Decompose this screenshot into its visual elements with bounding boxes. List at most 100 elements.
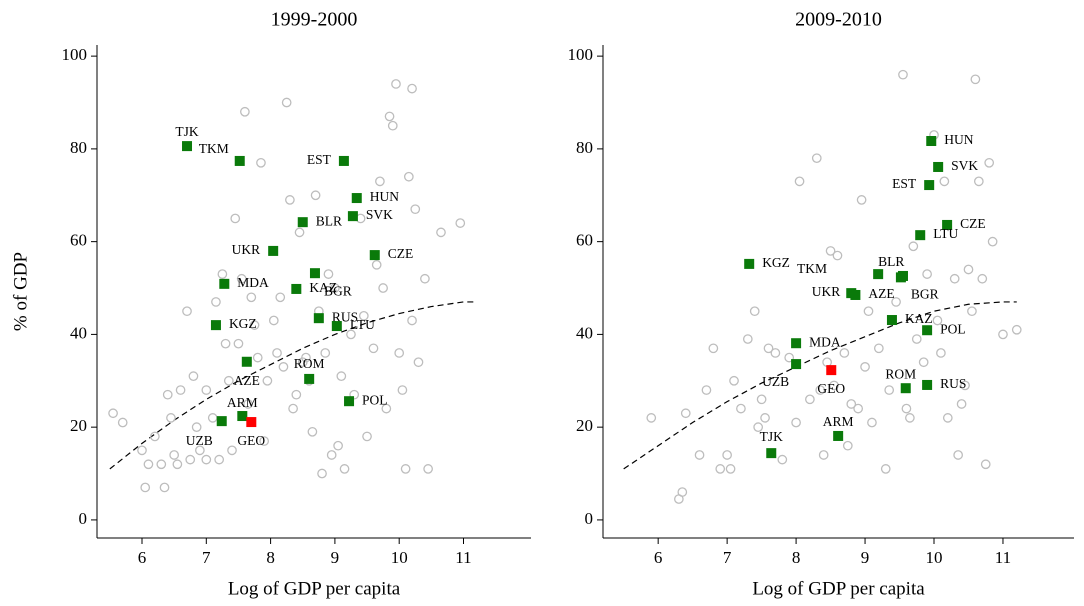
point (760, 413, 770, 423)
x-axis-label: Log of GDP per capita (752, 578, 925, 599)
point-label: HUN (944, 132, 973, 147)
point (867, 417, 877, 428)
point (214, 454, 225, 465)
point (839, 348, 850, 358)
point-label: UKR (812, 284, 841, 299)
point (307, 426, 318, 437)
point-label: AZE (234, 373, 260, 388)
highlight-point (933, 161, 944, 172)
point (770, 348, 781, 358)
point (694, 450, 705, 460)
x-tick-label: 8 (266, 548, 275, 567)
point (249, 320, 260, 330)
y-tick-label: 40 (70, 323, 87, 342)
point (182, 306, 192, 317)
point (330, 283, 340, 293)
point (185, 454, 196, 465)
highlight-point (237, 411, 248, 422)
point (407, 83, 417, 94)
x-tick-label: 7 (202, 548, 211, 567)
point (375, 176, 385, 187)
point-label: UZB (186, 433, 213, 448)
point (262, 375, 273, 386)
point (963, 264, 974, 275)
point (233, 338, 244, 349)
point (108, 408, 118, 419)
point (853, 403, 864, 414)
point (646, 413, 657, 423)
point (391, 79, 401, 89)
point (220, 338, 231, 349)
point (884, 385, 895, 395)
point (201, 454, 212, 465)
highlight-point (873, 269, 884, 280)
x-axis-label: Log of GDP per capita (228, 578, 401, 599)
point (384, 111, 395, 122)
highlight-point (338, 155, 349, 166)
point-label: MDA (237, 275, 269, 290)
highlight-point (309, 268, 320, 279)
y-tick-label: 100 (62, 45, 88, 64)
point (984, 157, 995, 168)
point (420, 273, 430, 284)
highlight-point (347, 211, 358, 222)
point (317, 468, 327, 479)
point (310, 190, 321, 201)
point-label: LTU (350, 317, 375, 332)
point (825, 246, 836, 256)
y-axis-label: % of GDP (10, 252, 31, 331)
point (381, 403, 392, 414)
y-tick-label: 0 (79, 509, 88, 528)
point (323, 269, 334, 279)
point (932, 315, 943, 326)
highlight-point (297, 217, 308, 228)
point (195, 445, 205, 456)
y-tick-label: 80 (70, 138, 87, 157)
point-label: UZB (762, 374, 789, 389)
x-tick-label: 6 (654, 548, 663, 567)
highlight-point (313, 313, 324, 324)
point (784, 352, 795, 363)
point (908, 241, 919, 252)
highlight-point (915, 230, 926, 241)
point (320, 348, 331, 358)
point (905, 413, 915, 423)
point (701, 385, 712, 395)
point (413, 357, 424, 368)
point (400, 464, 411, 474)
point (942, 413, 953, 423)
point (275, 292, 286, 303)
highlight-point (922, 379, 933, 390)
point (175, 385, 186, 395)
point (243, 399, 253, 409)
point (336, 371, 347, 381)
point (860, 362, 870, 372)
highlight-point (833, 430, 844, 441)
point (749, 306, 760, 317)
point (725, 464, 736, 474)
point-label: BLR (316, 213, 342, 228)
highlight-point (268, 245, 279, 256)
point (117, 417, 128, 428)
point (805, 394, 815, 405)
y-tick-label: 60 (70, 231, 87, 250)
point-label: EST (307, 152, 332, 167)
point (143, 459, 154, 470)
point (346, 329, 356, 340)
x-tick-label: 10 (926, 548, 943, 567)
point-label: TJK (760, 429, 784, 444)
point-label: ARM (227, 395, 258, 410)
y-tick-label: 20 (576, 416, 593, 435)
point (939, 176, 950, 187)
point (970, 74, 981, 85)
highlight-point (895, 272, 906, 283)
point-label: EST (892, 176, 917, 191)
y-tick-label: 0 (585, 509, 594, 528)
point (998, 329, 1008, 340)
highlight-point (344, 396, 355, 407)
point (791, 417, 801, 428)
point (756, 394, 767, 405)
point (891, 297, 901, 307)
point (763, 343, 774, 354)
x-tick-label: 11 (995, 548, 1011, 567)
